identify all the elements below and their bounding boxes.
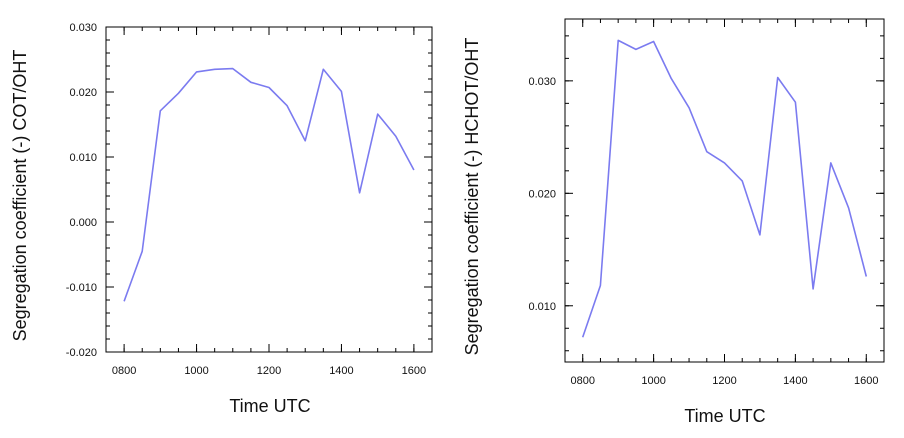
- y-axis-title: Segregation coefficient (-) COT/OHT: [10, 50, 30, 342]
- chart-panel-hchot: 0800 1000 1200 1400 1600 0.010 0.020 0.030 Time …: [452, 0, 904, 438]
- x-tick-label: 0800: [570, 375, 594, 387]
- y-tick-label: 0.020: [69, 87, 97, 99]
- chart-panel-cot: 0800 1000 1200 1400 1600 -0.020 -0.010 0.000 0.0…: [10, 22, 433, 416]
- chart-hchot-oht: 0800 1000 1200 1400 1600 0.010 0.020 0.030 Time …: [462, 18, 885, 426]
- plot-frame: [105, 26, 433, 353]
- x-tick-label: 1200: [257, 365, 281, 377]
- plot-frame: [564, 18, 885, 363]
- series-line: [123, 67, 415, 302]
- y-tick-label: 0.030: [528, 76, 556, 88]
- y-tick-label: -0.010: [66, 282, 97, 294]
- x-tick-label: 1400: [783, 375, 807, 387]
- x-tick-label: 0800: [112, 365, 136, 377]
- x-tick-label: 1600: [402, 365, 426, 377]
- y-axis-title: Segregation coefficient (-) HCHOT/OHT: [462, 38, 482, 356]
- y-tick-label: 0.030: [69, 22, 97, 34]
- x-tick-label: 1600: [854, 375, 878, 387]
- x-tick-label: 1400: [329, 365, 353, 377]
- y-tick-label: -0.020: [66, 347, 97, 359]
- y-tick-label: 0.010: [528, 301, 556, 313]
- x-tick-label: 1000: [641, 375, 665, 387]
- y-tick-label: 0.000: [69, 217, 97, 229]
- y-tick-label: 0.010: [69, 152, 97, 164]
- x-tick-label: 1200: [712, 375, 736, 387]
- x-axis-title: Time UTC: [684, 406, 765, 426]
- y-tick-label: 0.020: [528, 188, 556, 200]
- x-tick-label: 1000: [184, 365, 208, 377]
- series-line: [581, 39, 868, 338]
- x-axis-title: Time UTC: [229, 396, 310, 416]
- chart-cot-oht: 0800 1000 1200 1400 1600 -0.020 -0.010 0.000 0.0…: [10, 22, 433, 416]
